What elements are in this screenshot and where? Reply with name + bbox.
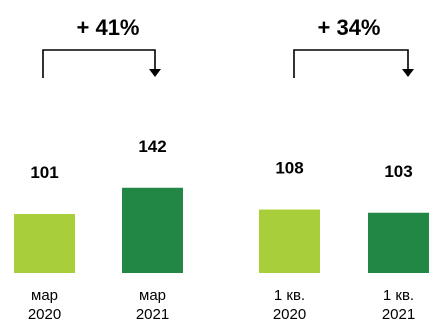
bar-value-label: 142: [138, 137, 166, 156]
change-bracket: [293, 49, 409, 78]
change-percent-label: + 41%: [77, 15, 140, 40]
x-tick-label: мар: [31, 287, 58, 304]
x-tick-label: 1 кв.: [383, 287, 414, 304]
x-tick-label: 2020: [273, 306, 306, 323]
change-percent-label: + 34%: [318, 15, 381, 40]
bar: [14, 214, 75, 273]
bar-value-label: 103: [384, 162, 412, 181]
bar: [259, 209, 320, 273]
bar: [122, 187, 183, 273]
x-tick-label: мар: [139, 287, 166, 304]
x-tick-label: 2021: [136, 306, 169, 323]
x-tick-label: 1 кв.: [274, 287, 305, 304]
x-tick-label: 2020: [28, 306, 61, 323]
bar: [368, 212, 429, 273]
change-bracket: [42, 49, 156, 78]
bar-value-label: 108: [275, 159, 303, 178]
bracket-arrow-icon: [149, 69, 161, 77]
bar-value-label: 101: [30, 163, 58, 182]
bracket-arrow-icon: [402, 69, 414, 77]
x-tick-label: 2021: [382, 306, 415, 323]
